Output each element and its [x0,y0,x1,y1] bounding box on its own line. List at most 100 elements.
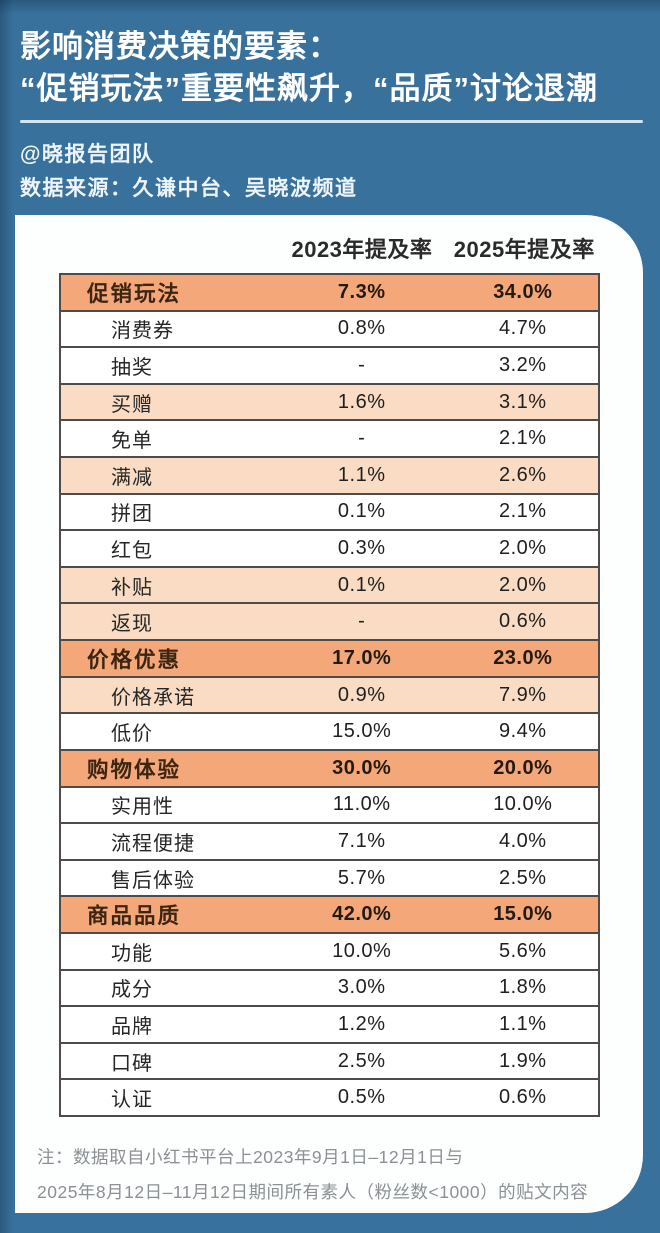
value-2023: 3.0% [337,976,386,999]
table-row: 消费券 0.8% 4.7% [61,309,598,347]
value-2025: 1.9% [499,1049,547,1072]
row-label: 价格优惠 [87,647,182,672]
data-table: 促销玩法 7.3% 34.0% 消费券 0.8% 4.7% 抽奖 - 3.2% 买赠 1.6% 3.1… [59,273,600,1117]
table-row: 抽奖 - 3.2% [61,346,598,383]
value-2025: 20.0% [493,756,553,779]
row-label: 购物体验 [87,757,182,782]
value-2023: 1.6% [337,390,386,413]
value-2025: 4.7% [499,317,547,340]
value-2023: - [358,354,366,377]
value-2023: 5.7% [337,866,386,889]
row-label: 认证 [111,1089,153,1112]
value-2023: 11.0% [332,793,391,816]
column-header-2025: 2025年提及率 [453,237,595,262]
table-section-row: 促销玩法 7.3% 34.0% [61,275,598,310]
value-2023: 1.2% [337,1012,386,1035]
value-2025: 5.6% [499,939,547,962]
value-2025: 15.0% [493,903,553,926]
table-row: 品牌 1.2% 1.1% [61,1005,598,1042]
table-row: 返现 - 0.6% [61,602,598,640]
row-label: 返现 [111,613,153,636]
row-label: 消费券 [111,320,174,343]
table-row: 成分 3.0% 1.8% [61,968,598,1006]
row-label: 满减 [111,466,153,489]
table-row: 免单 - 2.1% [61,419,598,457]
row-label: 免单 [111,430,153,453]
column-header-2023: 2023年提及率 [291,237,433,262]
value-2023: 7.1% [337,829,386,852]
title-line-1: 影响消费决策的要素： [20,29,340,64]
row-label: 功能 [111,942,153,965]
footnote-line-1: 注：数据取自小红书平台上2023年9月1日–12月1日与 [37,1147,464,1167]
row-label: 拼团 [111,503,153,526]
row-label: 品牌 [111,1015,153,1038]
table-section-row: 价格优惠 17.0% 23.0% [61,639,598,676]
title-line-2: “促销玩法”重要性飙升，“品质”讨论退潮 [20,71,598,106]
value-2023: 10.0% [332,939,392,962]
table-row: 拼团 0.1% 2.1% [61,492,598,530]
row-label: 成分 [111,979,153,1002]
table-row: 流程便捷 7.1% 4.0% [61,822,598,859]
value-2025: 1.1% [499,1012,547,1035]
column-header-empty [59,235,275,265]
value-2025: 0.6% [499,1086,547,1109]
table-row: 价格承诺 0.9% 7.9% [61,675,598,713]
value-2023: 0.5% [337,1086,386,1109]
row-label: 抽奖 [111,357,153,380]
value-2025: 1.8% [499,976,547,999]
value-2023: 0.3% [337,537,386,560]
title-divider [20,120,643,123]
footnote: 注：数据取自小红书平台上2023年9月1日–12月1日与 2025年8月12日–… [37,1140,588,1210]
row-label: 实用性 [111,796,174,819]
value-2023: 0.9% [337,683,386,706]
value-2025: 9.4% [499,720,547,743]
value-2023: 7.3% [337,280,386,303]
table-row: 售后体验 5.7% 2.5% [61,858,598,896]
value-2023: 0.8% [337,317,386,340]
value-2023: 15.0% [332,720,392,743]
value-2023: 2.5% [337,1049,386,1072]
value-2025: 2.6% [499,463,547,486]
row-label: 补贴 [111,576,153,599]
table-card: 2023年提及率 2025年提及率 促销玩法 7.3% 34.0% 消费券 0.8% 4.… [15,215,643,1213]
footnote-line-2: 2025年8月12日–11月12日期间所有素人（粉丝数<1000）的贴文内容 [37,1182,589,1202]
value-2025: 2.1% [499,427,547,450]
value-2025: 3.2% [499,354,547,377]
value-2023: 17.0% [332,646,392,669]
table-row: 红包 0.3% 2.0% [61,529,598,566]
value-2025: 2.1% [499,500,547,523]
value-2025: 10.0% [493,793,553,816]
value-2025: 23.0% [493,646,553,669]
value-2025: 7.9% [499,683,547,706]
table-row: 认证 0.5% 0.6% [61,1078,598,1116]
value-2023: 30.0% [332,756,392,779]
value-2023: 1.1% [337,463,386,486]
value-2023: 0.1% [337,500,386,523]
value-2023: 0.1% [337,573,386,596]
table-row: 功能 10.0% 5.6% [61,931,598,969]
table-row: 满减 1.1% 2.6% [61,456,598,493]
table-section-row: 购物体验 30.0% 20.0% [61,748,598,786]
value-2025: 0.6% [499,610,547,633]
row-label: 促销玩法 [87,281,182,306]
page-title: 影响消费决策的要素： “促销玩法”重要性飙升，“品质”讨论退潮 [20,26,598,110]
value-2023: - [358,610,366,633]
column-headers: 2023年提及率 2025年提及率 [59,235,600,265]
value-2025: 2.0% [499,573,547,596]
row-label: 售后体验 [111,869,195,892]
data-source: 数据来源：久谦中台、吴晓波频道 [20,177,358,200]
row-label: 商品品质 [87,904,182,929]
row-label: 价格承诺 [111,686,195,709]
value-2023: - [358,427,366,450]
table-row: 实用性 11.0% 10.0% [61,785,598,823]
table-row: 口碑 2.5% 1.9% [61,1041,598,1079]
row-label: 低价 [111,723,153,746]
table-row: 买赠 1.6% 3.1% [61,382,598,420]
table-row: 补贴 0.1% 2.0% [61,565,598,603]
row-label: 买赠 [111,393,153,416]
value-2023: 42.0% [332,903,392,926]
row-label: 流程便捷 [111,832,195,855]
value-2025: 4.0% [499,829,547,852]
value-2025: 34.0% [493,280,553,303]
table-section-row: 商品品质 42.0% 15.0% [61,895,598,932]
